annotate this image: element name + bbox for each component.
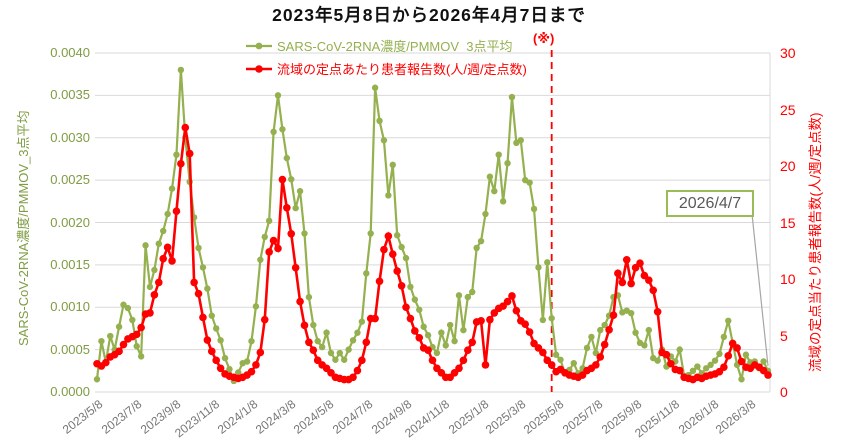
- y-axis-right-title: 流域の定点当たり患者報告数(人/週/定点数): [808, 112, 823, 373]
- y-right-tick-label: 0: [780, 384, 788, 400]
- y-left-tick-label: 0.0020: [50, 214, 90, 230]
- y-left-tick-label: 0.0040: [50, 45, 90, 60]
- y-left-tick-label: 0.0000: [50, 384, 90, 399]
- y-left-tick-label: 0.0005: [50, 341, 90, 357]
- y-right-tick-label: 10: [780, 271, 796, 287]
- y-right-tick-label: 15: [780, 214, 796, 231]
- y-left-tick-label: 0.0035: [50, 87, 90, 103]
- y-axis-left-title: SARS-CoV-2RNA濃度/PMMOV_3点平均: [16, 110, 31, 347]
- y-left-tick-label: 0.0030: [50, 129, 90, 145]
- legend-marker-red-icon: [246, 64, 272, 73]
- y-right-tick-label: 30: [780, 45, 796, 61]
- legend-marker-green-icon: [246, 42, 272, 49]
- y-left-tick-label: 0.0010: [50, 299, 90, 315]
- legend-label-rna: SARS-CoV-2RNA濃度/PMMOV_3点平均: [277, 39, 513, 54]
- y-left-tick-label: 0.0015: [50, 256, 90, 272]
- legend-item-patients: 流域の定点あたり患者報告数(人/週/定点数): [246, 59, 527, 78]
- y-right-tick-label: 20: [780, 158, 796, 174]
- y-right-tick-label: 25: [780, 101, 796, 118]
- legend-label-patients: 流域の定点あたり患者報告数(人/週/定点数): [277, 62, 527, 77]
- dashed-line-note: (※): [533, 31, 555, 46]
- y-left-tick-label: 0.0025: [50, 172, 90, 188]
- annotation-last-date: 2026/4/7: [666, 190, 754, 217]
- chart-title: 2023年5月8日から2026年4月7日まで: [272, 5, 586, 25]
- y-right-tick-label: 5: [780, 327, 788, 344]
- legend-item-rna: SARS-CoV-2RNA濃度/PMMOV_3点平均: [246, 36, 513, 55]
